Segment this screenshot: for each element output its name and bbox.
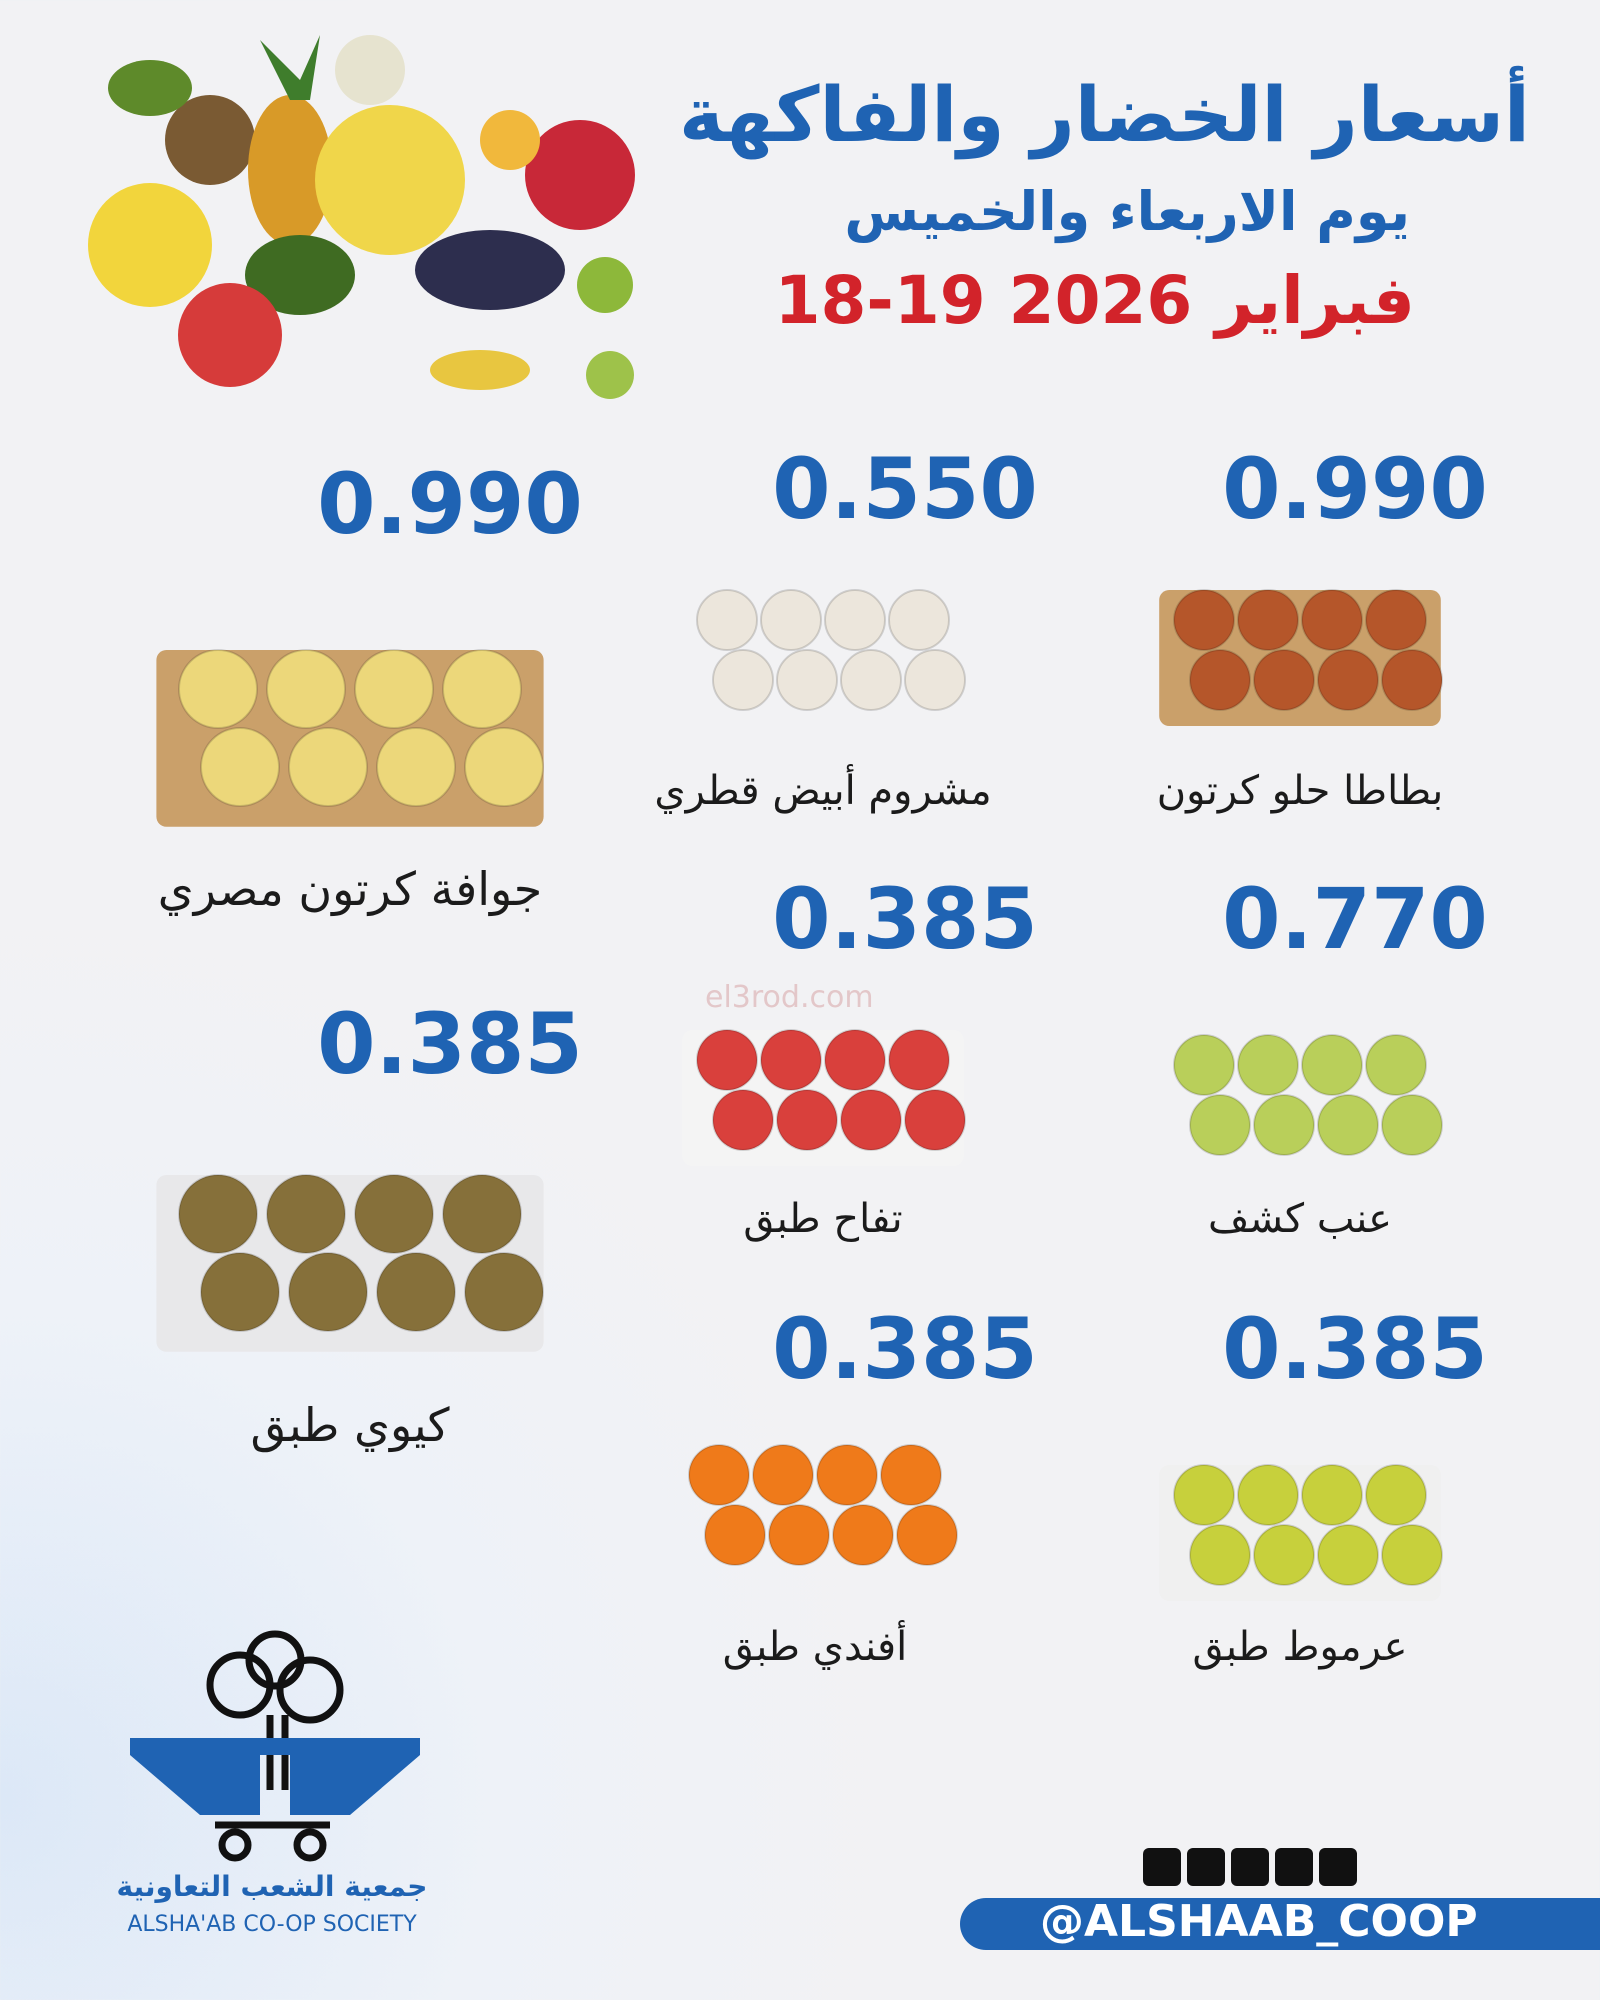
product-image xyxy=(696,589,966,711)
threads-icon[interactable] xyxy=(1275,1848,1313,1886)
product-name: أفندي طبق xyxy=(722,1624,908,1670)
price: 0.990 xyxy=(317,455,583,553)
price: 0.385 xyxy=(772,1300,1038,1398)
product-image xyxy=(682,1029,966,1166)
price: 0.550 xyxy=(772,440,1038,538)
product-image xyxy=(156,1174,544,1352)
logo-arabic: جمعية الشعب التعاونية xyxy=(116,1870,428,1903)
product-name: عرموط طبق xyxy=(1192,1624,1408,1670)
facebook-icon[interactable] xyxy=(1143,1848,1181,1886)
title: أسعار الخضار والفاكهة xyxy=(679,70,1530,159)
product-name: بطاطا حلو كرتون xyxy=(1156,768,1444,814)
product-image xyxy=(156,649,544,827)
instagram-icon[interactable] xyxy=(1231,1848,1269,1886)
snapchat-icon[interactable] xyxy=(1319,1848,1357,1886)
price: 0.990 xyxy=(1222,440,1488,538)
price: 0.385 xyxy=(772,870,1038,968)
product-image xyxy=(1159,589,1443,726)
subtitle: يوم الاربعاء والخميس xyxy=(844,180,1410,243)
price: 0.385 xyxy=(1222,1300,1488,1398)
logo-english: ALSHA'AB CO-OP SOCIETY xyxy=(127,1912,417,1937)
product-image xyxy=(1173,1034,1443,1156)
price: 0.770 xyxy=(1222,870,1488,968)
product-name: كيوي طبق xyxy=(250,1398,450,1452)
logo xyxy=(130,1630,420,1862)
handle-bar xyxy=(960,1898,1600,1950)
product-name: عنب كشف xyxy=(1207,1196,1393,1242)
product-image xyxy=(1159,1464,1443,1601)
watermark: el3rod.com xyxy=(705,980,874,1015)
product-name: تفاح طبق xyxy=(743,1196,903,1242)
x-icon[interactable] xyxy=(1187,1848,1225,1886)
date: 18-19 فبراير 2026 xyxy=(774,262,1415,339)
product-name: جوافة كرتون مصري xyxy=(157,862,543,916)
product-image xyxy=(688,1444,958,1566)
product-name: مشروم أبيض قطري xyxy=(654,768,992,814)
social-icons xyxy=(1143,1848,1357,1886)
price: 0.385 xyxy=(317,995,583,1093)
handle[interactable]: @ALSHAAB_COOP xyxy=(1040,1896,1478,1947)
fruit-cluster xyxy=(88,35,635,399)
